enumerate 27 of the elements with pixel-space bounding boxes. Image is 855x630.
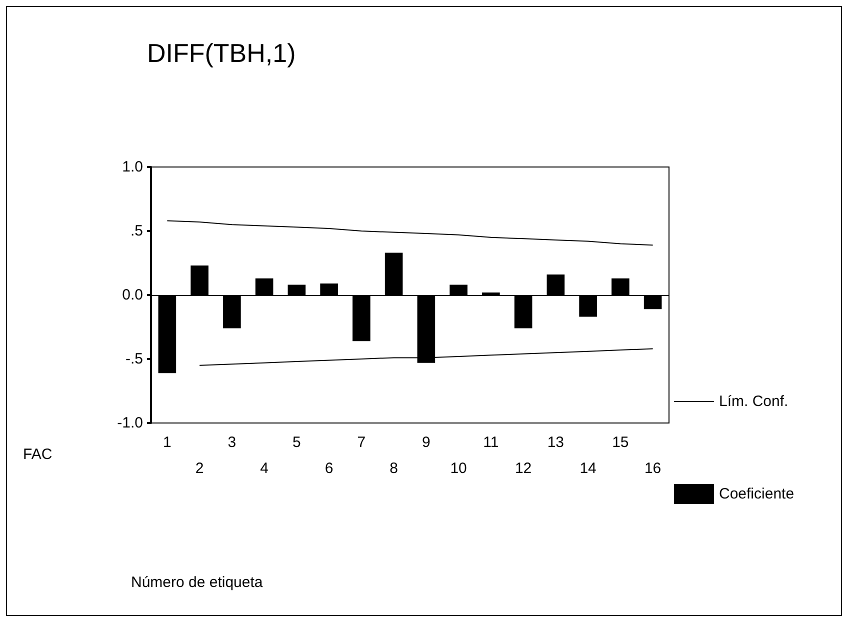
x-tick-label: 10 — [450, 460, 467, 477]
x-tick-label: 14 — [580, 460, 596, 477]
y-tick-label: .5 — [130, 222, 143, 240]
x-tick-label: 6 — [324, 460, 334, 477]
x-tick-label: 16 — [644, 460, 662, 477]
x-tick-label: 2 — [195, 460, 204, 477]
y-tick-label: 1.0 — [122, 158, 143, 176]
line-series — [166, 220, 654, 246]
x-tick-label: 15 — [612, 434, 629, 451]
x-tick-label: 1 — [163, 434, 172, 451]
chart-title: DIFF(TBH,1) — [147, 38, 296, 68]
x-tick-label: 7 — [357, 434, 366, 451]
x-tick-label: 12 — [514, 460, 532, 477]
text: Número de etiqueta — [131, 574, 264, 591]
x-tick-label: 4 — [260, 460, 268, 477]
y-tick-label: -1.0 — [117, 414, 143, 432]
x-tick-label: 13 — [547, 434, 564, 451]
x-tick-label: 3 — [228, 434, 236, 451]
x-tick-label: 5 — [292, 434, 301, 451]
y-tick-label: 0.0 — [122, 286, 143, 304]
legend-label: Lím. Conf. — [719, 393, 788, 410]
text: FAC — [23, 446, 52, 463]
x-tick-label: 9 — [422, 434, 430, 451]
x-tick-label: 8 — [390, 460, 398, 477]
x-tick-label: 11 — [483, 434, 499, 451]
y-tick-label: -.5 — [125, 350, 143, 368]
legend-label: Coeficiente — [719, 486, 794, 502]
